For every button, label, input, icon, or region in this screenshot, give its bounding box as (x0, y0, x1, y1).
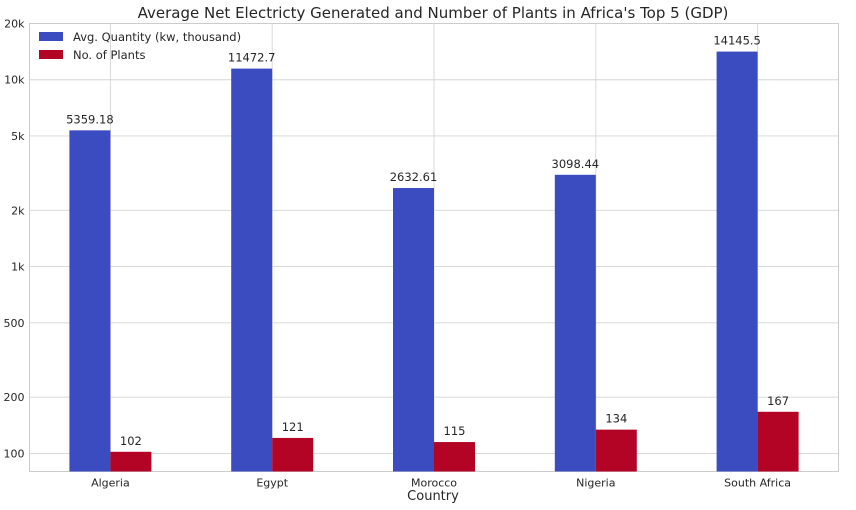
bar-label-quantity: 3098.44 (552, 157, 600, 171)
bar-quantity (554, 174, 596, 472)
x-tick-label: Morocco (411, 477, 457, 490)
bar-label-plants: 115 (444, 424, 466, 438)
x-tick-label: Egypt (256, 477, 288, 490)
bar-label-quantity: 11472.7 (228, 51, 276, 65)
bar-plants (434, 442, 475, 472)
y-tick-label: 2k (11, 204, 25, 217)
y-tick-label: 500 (4, 317, 25, 330)
bar-quantity (716, 51, 758, 472)
bar-label-plants: 121 (282, 420, 304, 434)
y-tick-label: 100 (4, 447, 25, 460)
bar-quantity (393, 188, 434, 472)
y-tick-label: 5k (11, 130, 25, 143)
bar-plants (272, 437, 314, 472)
legend-label-plants: No. of Plants (73, 48, 145, 62)
bar-plants (110, 451, 152, 472)
bar-label-quantity: 14145.5 (713, 34, 761, 48)
y-axis-ticks: 100 200 500 1k 2k 5k 10k 20k (4, 18, 26, 461)
y-tick-label: 200 (4, 391, 25, 404)
legend: Avg. Quantity (kw, thousand) No. of Plan… (39, 30, 241, 62)
y-tick-label: 20k (4, 18, 25, 31)
bars (69, 51, 799, 472)
legend-swatch-quantity (39, 32, 63, 41)
x-tick-label: Algeria (91, 477, 130, 490)
bar-quantity (69, 130, 111, 472)
bar-label-plants: 134 (605, 412, 627, 426)
bar-label-quantity: 5359.18 (66, 112, 114, 126)
bar-plants (757, 411, 799, 472)
bar-label-plants: 102 (120, 434, 142, 448)
bar-label-quantity: 2632.61 (390, 170, 438, 184)
x-axis-label: Country (407, 489, 459, 504)
bar-labels: 5359.18 102 11472.7 121 2632.61 115 3098.44 134… (66, 34, 789, 448)
legend-swatch-plants (39, 50, 63, 59)
x-tick-label: Nigeria (576, 477, 615, 490)
bar-plants (595, 429, 637, 472)
chart-title: Average Net Electricty Generated and Num… (138, 4, 729, 22)
bar-label-plants: 167 (767, 394, 789, 408)
y-tick-label: 10k (4, 74, 25, 87)
y-tick-label: 1k (11, 261, 25, 274)
x-tick-label: South Africa (724, 477, 791, 490)
legend-label-quantity: Avg. Quantity (kw, thousand) (73, 30, 241, 44)
x-axis-ticks: Algeria Egypt Morocco Nigeria South Africa (91, 477, 791, 490)
bar-quantity (231, 68, 273, 472)
